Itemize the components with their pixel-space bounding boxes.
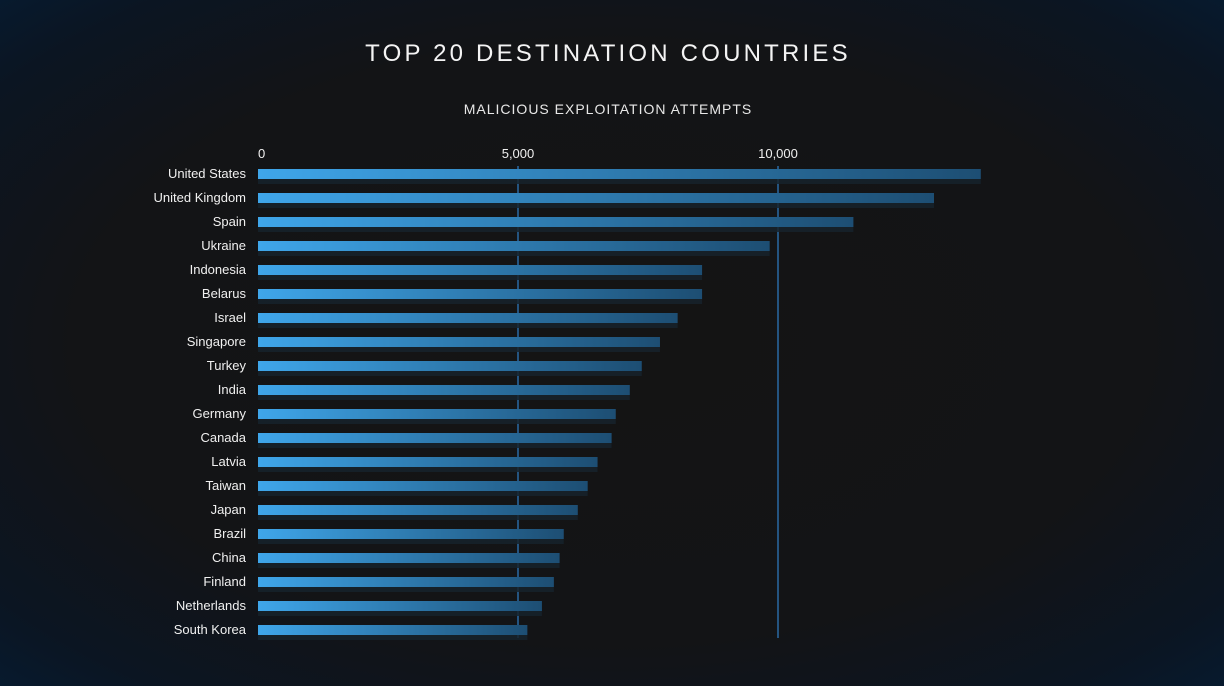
x-tick-label: 10,000 (758, 146, 798, 161)
bar-shadow (258, 563, 560, 568)
category-labels: United States United Kingdom Spain Ukraine I… (154, 166, 247, 637)
bar-shadow (258, 347, 660, 352)
bar-canada (258, 433, 612, 443)
bar-shadow (258, 419, 616, 424)
category-label: Belarus (202, 286, 247, 301)
category-label: Latvia (211, 454, 246, 469)
bar-indonesia (258, 265, 703, 275)
bar-shadow (258, 443, 612, 448)
bar-india (258, 385, 630, 395)
category-label: Singapore (187, 334, 246, 349)
bar-netherlands (258, 601, 542, 611)
category-label: United Kingdom (154, 190, 247, 205)
bar-germany (258, 409, 616, 419)
bar-shadow (258, 275, 703, 280)
category-label: India (218, 382, 247, 397)
bar-united-kingdom (258, 193, 934, 203)
category-label: Germany (193, 406, 247, 421)
bar-shadow (258, 491, 588, 496)
chart-title: TOP 20 DESTINATION COUNTRIES (365, 40, 851, 67)
bar-turkey (258, 361, 642, 371)
category-label: Netherlands (176, 598, 247, 613)
bar-ukraine (258, 241, 770, 251)
category-label: Canada (200, 430, 246, 445)
bar-taiwan (258, 481, 588, 491)
bar-shadow (258, 395, 630, 400)
bar-shadow (258, 251, 770, 256)
category-label: Turkey (207, 358, 247, 373)
bar-shadow (258, 635, 528, 640)
category-label: China (212, 550, 247, 565)
category-label: South Korea (174, 622, 247, 637)
bar-china (258, 553, 560, 563)
category-label: Taiwan (206, 478, 246, 493)
bar-shadow (258, 371, 642, 376)
bar-shadow (258, 299, 703, 304)
x-tick-label: 0 (258, 146, 265, 161)
category-label: Israel (214, 310, 246, 325)
category-label: Japan (211, 502, 246, 517)
bar-spain (258, 217, 854, 227)
category-label: Ukraine (201, 238, 246, 253)
bar-shadow (258, 515, 578, 520)
bar-belarus (258, 289, 703, 299)
category-label: Indonesia (190, 262, 247, 277)
category-label: Spain (213, 214, 246, 229)
bar-shadow (258, 539, 564, 544)
bar-latvia (258, 457, 598, 467)
category-label: Brazil (213, 526, 246, 541)
x-tick-label: 5,000 (502, 146, 535, 161)
bar-shadow (258, 611, 542, 616)
bar-shadows (258, 179, 981, 640)
category-label: United States (168, 166, 247, 181)
bar-shadow (258, 203, 934, 208)
chart-subtitle: MALICIOUS EXPLOITATION ATTEMPTS (463, 101, 753, 117)
category-label: Finland (203, 574, 246, 589)
bar-shadow (258, 227, 854, 232)
bar-shadow (258, 179, 981, 184)
bar-singapore (258, 337, 660, 347)
bar-united-states (258, 169, 981, 179)
bar-japan (258, 505, 578, 515)
bar-south-korea (258, 625, 528, 635)
bar-brazil (258, 529, 564, 539)
bar-shadow (258, 323, 678, 328)
bar-israel (258, 313, 678, 323)
bar-shadow (258, 587, 554, 592)
bar-shadow (258, 467, 598, 472)
x-axis-ticks: 0 5,000 10,000 (258, 146, 798, 161)
bars (258, 169, 981, 635)
bar-finland (258, 577, 554, 587)
